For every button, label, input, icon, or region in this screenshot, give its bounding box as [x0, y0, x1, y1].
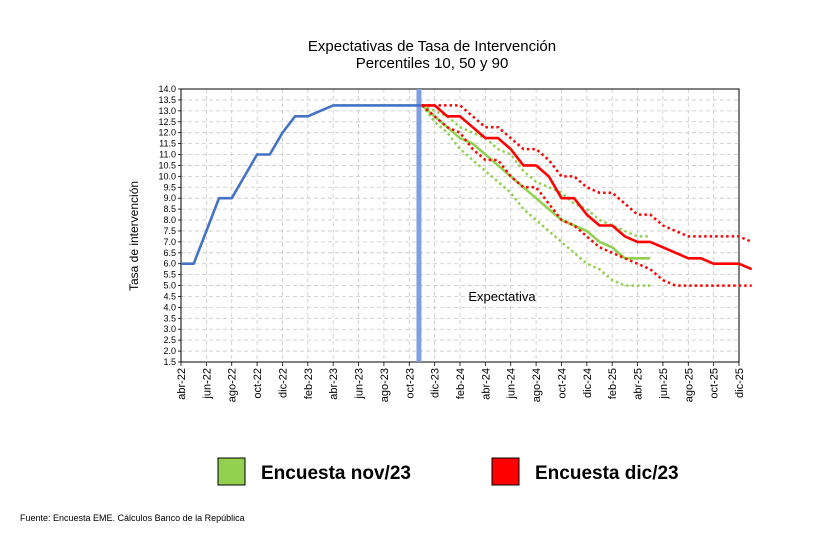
grid: [181, 89, 739, 362]
x-tick-label: jun-24: [506, 368, 518, 400]
y-tick-label: 8.5: [163, 204, 176, 214]
y-tick-label: 6.0: [163, 259, 176, 269]
y-tick-label: 4.5: [163, 291, 176, 301]
y-tick-label: 6.5: [163, 248, 176, 258]
series-line-6: [421, 104, 752, 287]
x-tick-label: feb-25: [607, 368, 619, 399]
x-tick-label: abr-22: [176, 368, 188, 400]
x-tick-label: dic-23: [430, 368, 442, 398]
x-tick-label: dic-22: [277, 368, 289, 398]
y-tick-label: 14.0: [158, 84, 176, 94]
x-tick-label: abr-24: [480, 368, 492, 400]
y-tick-label: 10.0: [158, 171, 176, 181]
x-tick-label: oct-22: [252, 368, 264, 399]
y-tick-label: 12.5: [158, 117, 176, 127]
x-tick-label: feb-23: [303, 368, 315, 399]
x-tick-label: dic-25: [734, 368, 746, 398]
legend-label-nov23: Encuesta nov/23: [261, 463, 411, 484]
y-tick-label: 5.5: [163, 270, 176, 280]
y-tick-label: 7.0: [163, 237, 176, 247]
source-footnote: Fuente: Encuesta EME. Cálculos Banco de …: [20, 513, 245, 523]
y-tick-label: 10.5: [158, 160, 176, 170]
x-tick-label: jun-22: [201, 368, 213, 400]
y-tick-label: 1.5: [163, 357, 176, 367]
x-tick-label: dic-24: [582, 368, 594, 398]
y-axis-label: Tasa de intervención: [127, 181, 141, 291]
x-tick-label: oct-25: [709, 368, 721, 399]
y-tick-label: 3.5: [163, 313, 176, 323]
series-line-0: [181, 104, 422, 266]
y-tick-label: 8.0: [163, 215, 176, 225]
legend-swatch-dic23: [491, 457, 520, 486]
x-tick-label: jun-25: [658, 368, 670, 400]
y-tick-label: 2.5: [163, 335, 176, 345]
series-line-3: [421, 104, 651, 287]
x-tick-label: ago-22: [227, 368, 239, 402]
x-tick-label: ago-25: [683, 368, 695, 402]
legend: Encuesta nov/23 Encuesta dic/23: [217, 457, 679, 486]
y-tick-label: 7.5: [163, 226, 176, 236]
y-tick-label: 4.0: [163, 302, 176, 312]
plot-area-frame: [180, 88, 740, 363]
y-tick-label: 9.0: [163, 193, 176, 203]
y-tick-label: 9.5: [163, 182, 176, 192]
x-axis-ticks: abr-22 jun-22 ago-22 oct-22 dic-22 feb-23 abr-…: [176, 362, 746, 402]
y-tick-label: 11.0: [159, 150, 176, 160]
expectativa-annotation: Expectativa: [468, 289, 536, 304]
y-axis-ticks: 1.52.02.53.03.54.04.55.05.56.06.57.07.58…: [158, 84, 181, 367]
x-tick-label: ago-24: [531, 368, 543, 402]
x-tick-label: abr-25: [633, 368, 645, 400]
chart-subtitle: Percentiles 10, 50 y 90: [356, 55, 509, 72]
x-tick-label: oct-24: [556, 368, 568, 399]
y-tick-label: 3.0: [163, 324, 176, 334]
y-tick-label: 5.0: [163, 281, 176, 291]
x-tick-label: feb-24: [455, 368, 467, 399]
x-tick-label: jun-23: [354, 368, 366, 400]
x-tick-label: abr-23: [328, 368, 340, 400]
series-line-4: [422, 104, 753, 271]
x-tick-label: ago-23: [379, 368, 391, 402]
series-layer: [181, 104, 753, 287]
y-tick-label: 11.5: [159, 139, 176, 149]
series-line-2: [421, 104, 651, 238]
series-line-1: [421, 104, 651, 260]
legend-swatch-nov23: [217, 457, 246, 486]
y-tick-label: 12.0: [158, 128, 176, 138]
chart-title: Expectativas de Tasa de Intervención: [308, 38, 556, 55]
x-tick-label: oct-23: [404, 368, 416, 399]
y-tick-label: 13.5: [158, 95, 176, 105]
legend-label-dic23: Encuesta dic/23: [535, 463, 679, 484]
y-tick-label: 2.0: [163, 346, 176, 356]
y-tick-label: 13.0: [158, 106, 176, 116]
